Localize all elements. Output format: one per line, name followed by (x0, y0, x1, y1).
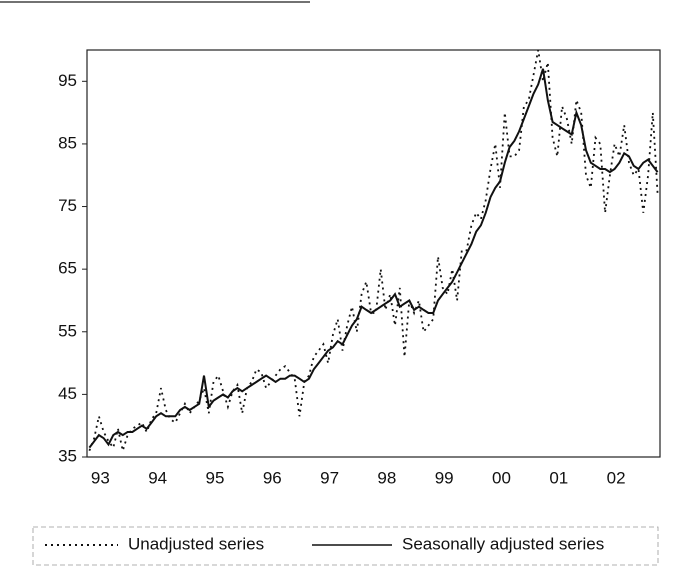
x-tick-label: 98 (377, 468, 396, 487)
y-tick-label: 75 (58, 196, 77, 215)
series-line (88, 49, 659, 455)
x-tick-label: 01 (549, 468, 568, 487)
x-tick-label: 97 (320, 468, 339, 487)
x-tick-label: 99 (435, 468, 454, 487)
x-tick-label: 00 (492, 468, 511, 487)
y-tick-label: 95 (58, 71, 77, 90)
y-tick-label: 65 (58, 259, 77, 278)
x-tick-label: 96 (263, 468, 282, 487)
y-tick-label: 45 (58, 384, 77, 403)
series-line (88, 68, 659, 449)
plot-frame (86, 49, 661, 458)
x-tick-label: 95 (206, 468, 225, 487)
legend-label: Unadjusted series (128, 534, 264, 553)
y-tick-label: 85 (58, 133, 77, 152)
legend-box (32, 526, 659, 566)
x-tick-label: 94 (148, 468, 167, 487)
legend-label: Seasonally adjusted series (402, 534, 604, 553)
y-tick-label: 55 (58, 321, 77, 340)
y-tick-label: 35 (58, 446, 77, 465)
x-tick-label: 93 (91, 468, 110, 487)
x-tick-label: 02 (607, 468, 626, 487)
